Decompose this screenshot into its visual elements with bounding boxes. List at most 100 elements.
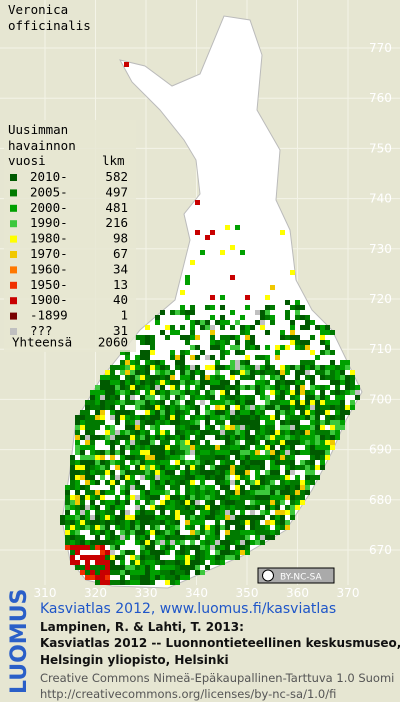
- occurrence-square: [105, 505, 110, 510]
- occurrence-square: [245, 545, 250, 550]
- occurrence-square: [265, 425, 270, 430]
- occurrence-square: [150, 360, 155, 365]
- occurrence-square: [310, 480, 315, 485]
- occurrence-square: [225, 350, 230, 355]
- occurrence-square: [220, 430, 225, 435]
- occurrence-square: [135, 390, 140, 395]
- occurrence-square: [140, 475, 145, 480]
- occurrence-square: [255, 530, 260, 535]
- occurrence-square: [305, 445, 310, 450]
- occurrence-square: [200, 570, 205, 575]
- occurrence-square: [165, 415, 170, 420]
- occurrence-square: [330, 400, 335, 405]
- occurrence-square: [295, 395, 300, 400]
- credit-line: Helsingin yliopisto, Helsinki: [40, 653, 229, 667]
- occurrence-square: [320, 405, 325, 410]
- occurrence-square: [195, 520, 200, 525]
- occurrence-square: [205, 550, 210, 555]
- occurrence-square: [185, 465, 190, 470]
- occurrence-square: [105, 375, 110, 380]
- occurrence-square: [170, 370, 175, 375]
- occurrence-square: [240, 485, 245, 490]
- occurrence-square: [290, 425, 295, 430]
- occurrence-square: [330, 425, 335, 430]
- occurrence-square: [240, 455, 245, 460]
- occurrence-square: [285, 460, 290, 465]
- occurrence-square: [320, 400, 325, 405]
- occurrence-square: [185, 525, 190, 530]
- occurrence-square: [145, 360, 150, 365]
- occurrence-square: [295, 380, 300, 385]
- legend-count: 34: [113, 261, 128, 276]
- occurrence-square: [90, 475, 95, 480]
- occurrence-square: [315, 445, 320, 450]
- occurrence-square: [170, 435, 175, 440]
- occurrence-square: [180, 435, 185, 440]
- occurrence-square: [165, 410, 170, 415]
- occurrence-square: [335, 430, 340, 435]
- occurrence-square: [240, 395, 245, 400]
- credit-link[interactable]: Kasviatlas 2012, www.luomus.fi/kasviatla…: [40, 601, 336, 617]
- occurrence-square: [295, 475, 300, 480]
- occurrence-square: [160, 470, 165, 475]
- occurrence-square: [170, 525, 175, 530]
- occurrence-square: [275, 485, 280, 490]
- occurrence-square: [295, 505, 300, 510]
- occurrence-square: [220, 340, 225, 345]
- occurrence-square: [160, 460, 165, 465]
- occurrence-square: [265, 470, 270, 475]
- occurrence-square: [160, 380, 165, 385]
- occurrence-square: [310, 460, 315, 465]
- occurrence-square: [270, 285, 275, 290]
- occurrence-square: [180, 565, 185, 570]
- occurrence-square: [150, 445, 155, 450]
- occurrence-square: [310, 465, 315, 470]
- legend-bg: [4, 120, 136, 352]
- occurrence-square: [335, 370, 340, 375]
- occurrence-square: [130, 360, 135, 365]
- occurrence-square: [280, 480, 285, 485]
- occurrence-square: [270, 425, 275, 430]
- occurrence-square: [280, 365, 285, 370]
- occurrence-square: [315, 430, 320, 435]
- occurrence-square: [105, 400, 110, 405]
- occurrence-square: [90, 450, 95, 455]
- occurrence-square: [270, 365, 275, 370]
- occurrence-square: [310, 410, 315, 415]
- occurrence-square: [310, 405, 315, 410]
- occurrence-square: [225, 510, 230, 515]
- occurrence-square: [120, 365, 125, 370]
- occurrence-square: [290, 445, 295, 450]
- occurrence-square: [235, 385, 240, 390]
- occurrence-square: [235, 555, 240, 560]
- occurrence-square: [265, 305, 270, 310]
- occurrence-square: [150, 565, 155, 570]
- legend-label: 1960-: [30, 261, 68, 276]
- occurrence-square: [70, 480, 75, 485]
- occurrence-square: [320, 435, 325, 440]
- occurrence-square: [95, 555, 100, 560]
- occurrence-square: [70, 505, 75, 510]
- occurrence-square: [225, 395, 230, 400]
- occurrence-square: [175, 330, 180, 335]
- occurrence-square: [100, 465, 105, 470]
- occurrence-square: [120, 390, 125, 395]
- legend-swatch: [10, 266, 17, 274]
- occurrence-square: [165, 475, 170, 480]
- occurrence-square: [265, 385, 270, 390]
- occurrence-square: [75, 425, 80, 430]
- occurrence-square: [90, 480, 95, 485]
- occurrence-square: [320, 460, 325, 465]
- occurrence-square: [175, 435, 180, 440]
- occurrence-square: [315, 365, 320, 370]
- occurrence-square: [140, 535, 145, 540]
- occurrence-square: [170, 355, 175, 360]
- occurrence-square: [305, 405, 310, 410]
- occurrence-square: [105, 450, 110, 455]
- occurrence-square: [260, 485, 265, 490]
- occurrence-square: [95, 575, 100, 580]
- occurrence-square: [290, 390, 295, 395]
- occurrence-square: [130, 575, 135, 580]
- occurrence-square: [165, 465, 170, 470]
- occurrence-square: [310, 380, 315, 385]
